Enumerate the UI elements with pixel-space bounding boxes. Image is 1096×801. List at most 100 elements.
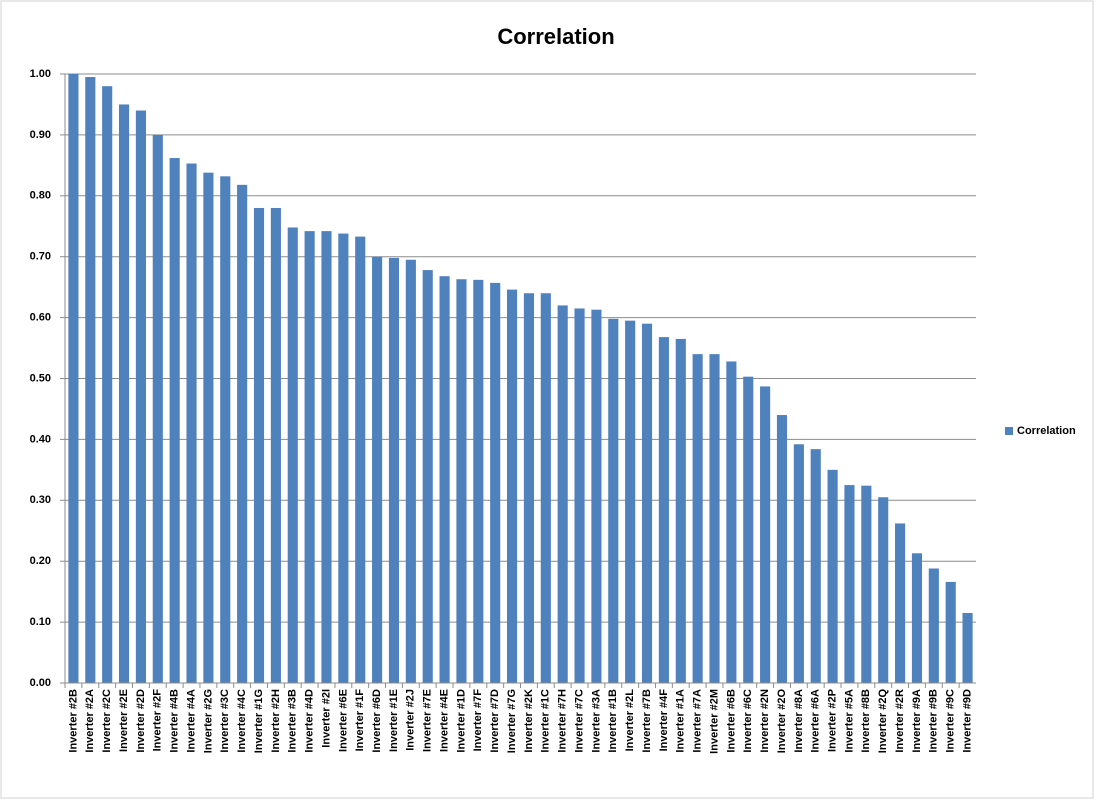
x-tick-label: Inverter #9B	[928, 689, 940, 753]
x-tick-label: Inverter #2K	[523, 689, 535, 753]
y-tick-label: 0.10	[30, 616, 51, 628]
x-tick-label: Inverter #4A	[185, 689, 197, 753]
x-tick-label: Inverter #2A	[84, 689, 96, 753]
x-tick-label: Inverter #5A	[843, 689, 855, 753]
bar	[102, 86, 113, 684]
x-tick-label: Inverter #4E	[438, 689, 450, 752]
x-tick-label: Inverter #2J	[405, 689, 417, 751]
x-tick-label: Inverter #7H	[557, 689, 569, 753]
bar	[861, 485, 872, 683]
x-tick-label: Inverter #7G	[506, 689, 518, 753]
x-tick-label: Inverter #2O	[776, 689, 788, 754]
bar	[675, 338, 686, 683]
bar	[85, 77, 96, 684]
bar	[439, 276, 450, 683]
bar	[540, 293, 551, 683]
bar	[911, 553, 923, 683]
bar	[962, 612, 973, 683]
y-tick-label: 0.00	[30, 677, 51, 689]
bar	[118, 104, 130, 683]
bar	[625, 320, 636, 683]
bar	[152, 134, 163, 683]
bar	[405, 259, 416, 683]
x-tick-label: Inverter #6B	[725, 689, 737, 753]
bar	[895, 523, 906, 683]
y-tick-label: 0.30	[30, 494, 51, 506]
x-tick-label: Inverter #6C	[742, 689, 754, 753]
x-tick-label: Inverter #2G	[202, 689, 214, 753]
bar	[709, 354, 720, 683]
x-tick-label: Inverter #2H	[270, 689, 282, 753]
x-tick-label: Inverter #4B	[169, 689, 181, 753]
x-tick-label: Inverter #1C	[540, 689, 552, 753]
x-tick-label: Inverter #7D	[489, 689, 501, 753]
y-tick-label: 0.70	[30, 251, 51, 263]
x-tick-label: Inverter #7A	[692, 689, 704, 753]
x-tick-label: Inverter #1B	[607, 689, 619, 753]
bar	[237, 184, 248, 683]
bar	[135, 110, 146, 684]
bar	[507, 289, 518, 683]
bar	[253, 207, 265, 684]
bar	[186, 163, 197, 683]
x-tick-label: Inverter #2F	[152, 689, 164, 752]
x-tick-label: Inverter #1F	[354, 689, 366, 752]
x-tick-label: Inverter #2E	[118, 689, 130, 752]
bar	[355, 236, 366, 683]
bar	[523, 293, 534, 683]
x-tick-label: Inverter #3A	[590, 689, 602, 753]
x-tick-label: Inverter #4C	[236, 689, 248, 753]
y-tick-label: 0.20	[30, 555, 51, 567]
bar	[827, 469, 838, 683]
x-tick-label: Inverter #7E	[422, 689, 434, 752]
x-tick-label: Inverter #7C	[573, 689, 585, 753]
x-tick-label: Inverter #2R	[894, 689, 906, 753]
x-tick-label: Inverter #9A	[911, 689, 923, 753]
x-tick-label: Inverter #3C	[219, 689, 231, 753]
bar	[372, 256, 383, 683]
x-tick-label: Inverter #1E	[388, 689, 400, 752]
bar	[456, 279, 467, 683]
bar	[641, 323, 653, 683]
x-tick-label: Inverter #2B	[67, 689, 79, 753]
x-tick-label: Inverter #2D	[135, 689, 147, 753]
bar	[490, 282, 501, 683]
y-tick-label: 0.60	[30, 312, 51, 324]
x-tick-label: Inverter #2N	[759, 689, 771, 753]
legend-swatch	[1005, 427, 1013, 435]
x-tick-label: Inverter #4F	[658, 689, 670, 752]
x-tick-label: Inverter #8A	[793, 689, 805, 753]
bar	[422, 270, 433, 683]
y-tick-label: 0.90	[30, 129, 51, 141]
x-tick-label: Inverter #9C	[945, 689, 957, 753]
bar	[557, 305, 568, 683]
bar	[203, 172, 214, 683]
x-tick-label: Inverter #1G	[253, 689, 265, 753]
x-tick-label: Inverter #6E	[337, 689, 349, 752]
x-tick-label: Inverter #2M	[708, 689, 720, 754]
x-tick-label: Inverter #4D	[304, 689, 316, 753]
chart-title: Correlation	[497, 24, 614, 49]
bar	[169, 158, 180, 684]
bar	[388, 257, 400, 683]
bar	[743, 376, 754, 683]
bar	[287, 227, 298, 683]
bar	[304, 231, 315, 683]
bar	[658, 337, 669, 683]
x-tick-label: Inverter #9D	[961, 689, 973, 753]
y-tick-label: 0.40	[30, 433, 51, 445]
bar	[68, 74, 79, 683]
bar	[692, 354, 703, 683]
y-tick-label: 0.50	[30, 372, 51, 384]
x-tick-label: Inverter #1D	[455, 689, 467, 753]
x-tick-label: Inverter #2I	[320, 689, 332, 748]
bar	[793, 444, 804, 683]
bar	[321, 231, 332, 683]
x-tick-label: Inverter #1A	[675, 689, 687, 753]
x-tick-label: Inverter #8B	[860, 689, 872, 753]
bar	[608, 318, 619, 683]
x-tick-label: Inverter #2Q	[877, 689, 889, 754]
bar	[270, 207, 281, 684]
bar	[844, 485, 855, 683]
